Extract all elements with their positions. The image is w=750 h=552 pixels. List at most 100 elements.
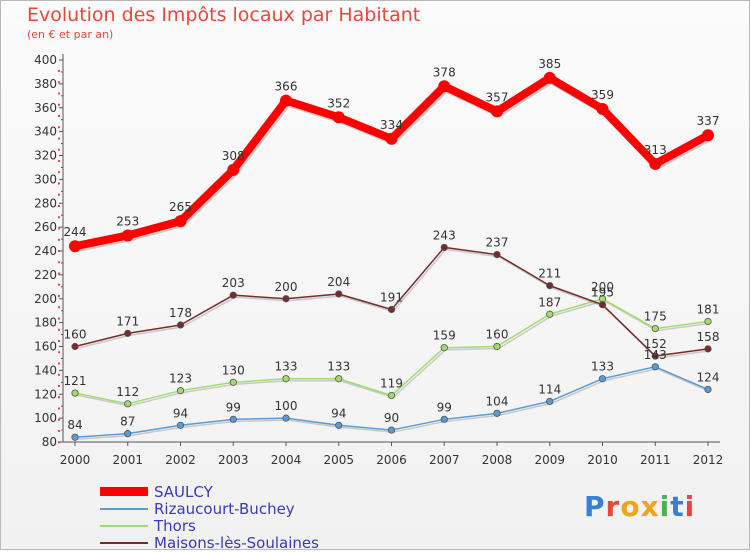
data-label: 181 [697, 302, 720, 316]
data-point [702, 129, 714, 142]
legend-swatch [100, 487, 148, 496]
data-label: 211 [538, 267, 561, 281]
x-tick-label: 2010 [587, 453, 618, 467]
axis-dot [58, 250, 60, 252]
data-point [124, 430, 132, 438]
data-label: 133 [591, 360, 614, 374]
axis-dot [58, 396, 60, 399]
data-label: 121 [64, 374, 87, 388]
series-line-SAULCY [71, 73, 712, 251]
data-point [704, 385, 712, 394]
axis-dot [58, 160, 60, 162]
data-point [440, 243, 448, 252]
data-label: 100 [275, 399, 298, 413]
legend-swatch [100, 507, 148, 510]
data-point [71, 389, 79, 397]
axis-dot [58, 272, 60, 275]
logo-letter: i [684, 490, 696, 523]
data-point [546, 282, 554, 290]
axis-dot [58, 81, 60, 84]
data-point [387, 391, 396, 400]
y-tick-label: 180 [34, 316, 57, 330]
logo-letter: t [670, 490, 685, 523]
x-tick-label: 2011 [640, 453, 671, 467]
y-tick-label: 280 [34, 196, 57, 210]
axis-dot [58, 430, 60, 432]
x-tick-label: 2002 [165, 453, 196, 467]
data-point [440, 344, 448, 352]
data-label: 158 [697, 330, 720, 344]
data-label: 352 [327, 96, 350, 110]
axis-dot [58, 137, 60, 140]
data-point [385, 132, 398, 145]
axis-dot [58, 92, 60, 95]
data-label: 84 [67, 418, 82, 432]
axis-dot [58, 115, 60, 117]
data-point [229, 378, 237, 386]
axis-dot [58, 295, 60, 297]
data-point [651, 352, 659, 360]
axis-dot [58, 373, 60, 376]
data-label: 244 [64, 225, 87, 239]
data-point [332, 111, 345, 124]
axis-dot [58, 148, 60, 151]
axis-dot [58, 193, 60, 196]
logo-letter: P [584, 490, 606, 523]
x-tick-label: 2009 [534, 453, 565, 467]
data-point [229, 291, 237, 299]
data-label: 195 [591, 286, 614, 300]
axis-dot [58, 441, 60, 444]
data-point [493, 409, 501, 417]
data-label: 160 [64, 328, 87, 342]
data-point [176, 387, 185, 395]
data-point [124, 329, 132, 337]
axis-dot [58, 283, 60, 286]
data-label: 171 [116, 314, 139, 328]
data-point [438, 80, 451, 93]
y-tick-label: 140 [34, 363, 57, 377]
data-point [176, 421, 185, 429]
data-label: 265 [169, 200, 192, 214]
x-tick-label: 2008 [482, 453, 513, 467]
legend-label: SAULCY [154, 482, 213, 501]
data-label: 313 [644, 143, 667, 157]
data-point [174, 215, 187, 228]
axis-dot [58, 103, 60, 106]
axis-dot [58, 238, 60, 241]
legend-item: SAULCY [100, 482, 319, 501]
data-point [387, 305, 396, 314]
data-label: 200 [275, 280, 298, 294]
axis-dot [58, 126, 60, 129]
data-point [282, 375, 290, 383]
data-point [651, 324, 659, 333]
data-point [491, 105, 503, 118]
data-point [704, 345, 712, 353]
data-label: 94 [173, 406, 188, 420]
data-label: 104 [486, 394, 509, 408]
y-tick-label: 320 [34, 149, 57, 163]
y-tick-label: 160 [34, 340, 57, 354]
data-label: 124 [697, 370, 720, 384]
data-label: 366 [275, 80, 298, 94]
data-point [440, 415, 448, 423]
axis-dot [58, 306, 60, 309]
axis-dot [58, 328, 60, 331]
data-point [69, 240, 81, 253]
data-point [596, 102, 609, 115]
data-label: 123 [169, 372, 192, 386]
legend-item: Maisons-lès-Soulaines [100, 533, 319, 552]
legend-item: Rizaucourt-Buchey [100, 500, 319, 518]
data-label: 308 [222, 149, 245, 163]
data-point [493, 342, 501, 351]
data-point [282, 414, 290, 422]
axis-dot [58, 340, 60, 342]
x-tick-label: 2001 [112, 453, 143, 467]
axis-dot [58, 171, 60, 174]
data-point [71, 433, 79, 441]
data-point [598, 301, 607, 309]
y-tick-label: 240 [34, 244, 57, 258]
legend-label: Maisons-lès-Soulaines [154, 533, 319, 552]
data-label: 178 [169, 306, 192, 320]
chart-subtitle: (en € et par an) [27, 28, 114, 41]
